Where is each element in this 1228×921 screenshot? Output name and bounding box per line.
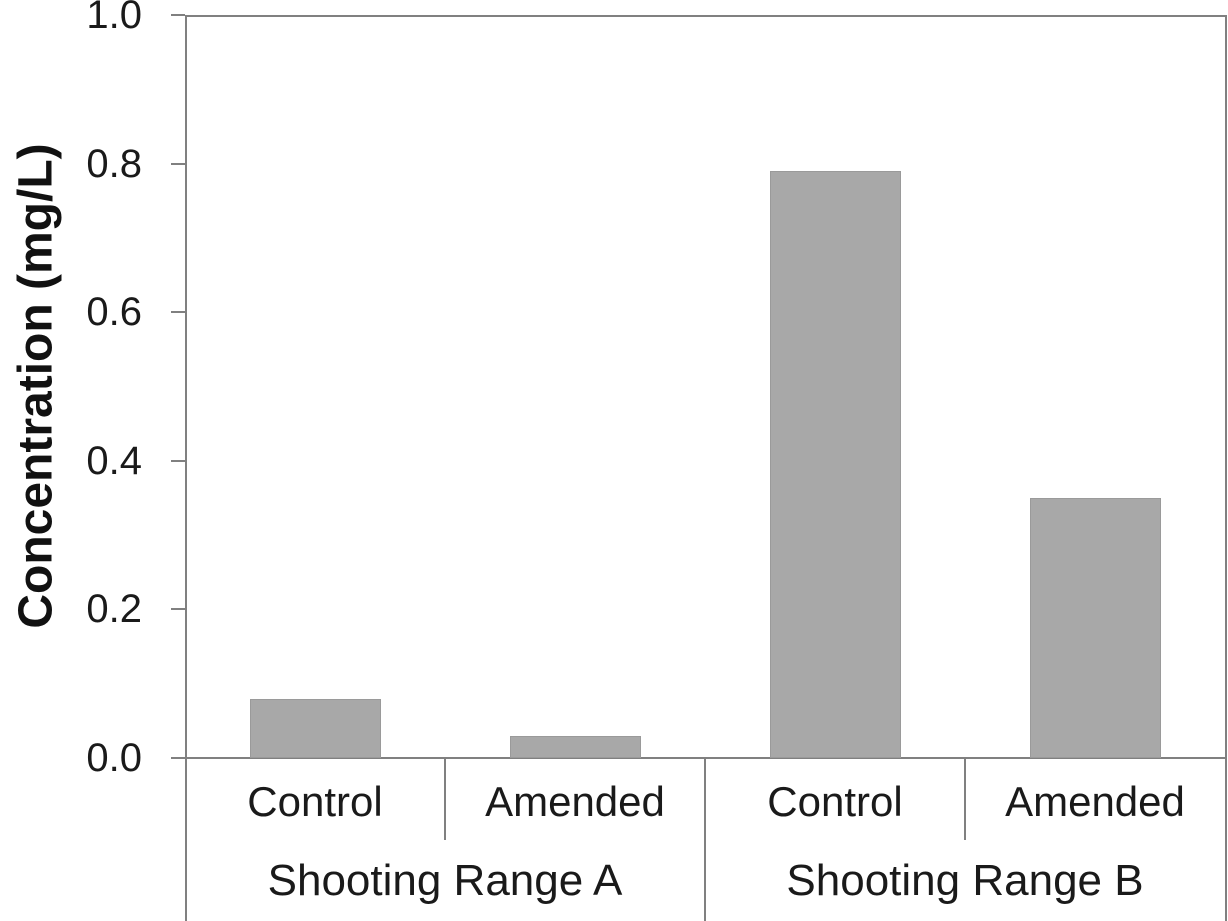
category-label-shooting-range-a-amended: Amended xyxy=(485,778,665,825)
group-label-shooting-range-b: Shooting Range B xyxy=(786,855,1144,905)
category-separator-line xyxy=(964,758,966,840)
category-label-shooting-range-a-control: Control xyxy=(247,778,383,825)
y-tick-label: 0.8 xyxy=(86,142,142,186)
y-tick-mark xyxy=(171,608,185,610)
y-tick-label: 0.2 xyxy=(86,587,142,631)
y-tick-label: 1.0 xyxy=(86,0,142,37)
plot-border-top xyxy=(185,15,1227,17)
group-separator-line xyxy=(704,758,706,921)
y-tick-mark xyxy=(171,757,185,759)
y-axis-title: Concentration (mg/L) xyxy=(9,143,63,629)
y-tick-label: 0.0 xyxy=(86,736,142,780)
group-label-shooting-range-a: Shooting Range A xyxy=(267,855,623,905)
bar-shooting-range-b-amended xyxy=(1030,498,1161,758)
y-tick-mark xyxy=(171,460,185,462)
category-label-shooting-range-b-control: Control xyxy=(767,778,903,825)
y-tick-label: 0.6 xyxy=(86,290,142,334)
y-axis-line xyxy=(185,15,187,921)
category-separator-line xyxy=(444,758,446,840)
bar-shooting-range-b-control xyxy=(770,171,901,758)
y-tick-label: 0.4 xyxy=(86,439,142,483)
y-tick-mark xyxy=(171,14,185,16)
bar-shooting-range-a-control xyxy=(250,699,381,758)
y-tick-mark xyxy=(171,311,185,313)
category-label-shooting-range-b-amended: Amended xyxy=(1005,778,1185,825)
y-tick-mark xyxy=(171,163,185,165)
bar-shooting-range-a-amended xyxy=(510,736,641,758)
plot-border-right xyxy=(1225,15,1227,921)
